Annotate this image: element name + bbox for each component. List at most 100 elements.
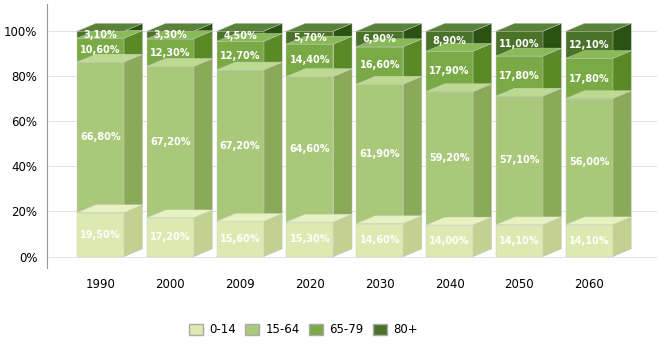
Polygon shape [217, 213, 282, 221]
Polygon shape [426, 51, 473, 92]
Polygon shape [426, 92, 473, 225]
Text: 5,70%: 5,70% [293, 33, 327, 43]
Text: 17,20%: 17,20% [150, 232, 190, 242]
Polygon shape [333, 23, 352, 44]
Polygon shape [77, 30, 143, 38]
Polygon shape [147, 31, 212, 39]
Polygon shape [403, 23, 422, 47]
Polygon shape [566, 58, 613, 99]
Polygon shape [217, 249, 282, 256]
Polygon shape [473, 43, 492, 92]
Polygon shape [217, 34, 282, 42]
Polygon shape [543, 88, 561, 225]
Polygon shape [217, 23, 282, 31]
Text: 14,40%: 14,40% [290, 55, 330, 65]
Polygon shape [566, 217, 631, 225]
Text: 61,90%: 61,90% [360, 149, 400, 159]
Text: 57,10%: 57,10% [499, 155, 539, 165]
Polygon shape [426, 43, 492, 51]
Text: 59,20%: 59,20% [429, 153, 470, 163]
Polygon shape [356, 31, 403, 47]
Polygon shape [613, 91, 631, 225]
Text: 4,50%: 4,50% [223, 31, 257, 41]
Polygon shape [496, 48, 561, 56]
Polygon shape [496, 31, 543, 56]
Polygon shape [217, 62, 282, 70]
Polygon shape [356, 47, 403, 84]
Text: 17,90%: 17,90% [429, 66, 470, 76]
Polygon shape [147, 249, 212, 256]
Polygon shape [333, 214, 352, 256]
Polygon shape [286, 44, 333, 76]
Polygon shape [264, 23, 282, 42]
Polygon shape [613, 23, 631, 58]
Polygon shape [264, 34, 282, 70]
Text: 11,00%: 11,00% [499, 39, 539, 48]
Text: 10,60%: 10,60% [80, 45, 121, 55]
Polygon shape [286, 69, 352, 76]
Polygon shape [473, 217, 492, 256]
Polygon shape [77, 212, 124, 256]
Polygon shape [194, 31, 212, 66]
Text: 3,30%: 3,30% [153, 30, 187, 40]
Polygon shape [566, 91, 631, 99]
Text: 12,30%: 12,30% [150, 47, 190, 57]
Polygon shape [286, 36, 352, 44]
Polygon shape [566, 51, 631, 58]
Polygon shape [286, 249, 352, 256]
Polygon shape [473, 23, 492, 51]
Polygon shape [566, 249, 631, 256]
Text: 12,70%: 12,70% [220, 51, 260, 61]
Polygon shape [403, 216, 422, 256]
Polygon shape [543, 48, 561, 96]
Text: 19,50%: 19,50% [80, 230, 121, 239]
Polygon shape [543, 217, 561, 256]
Text: 17,80%: 17,80% [499, 71, 539, 81]
Polygon shape [77, 31, 124, 38]
Polygon shape [496, 249, 561, 256]
Polygon shape [496, 217, 561, 225]
Polygon shape [217, 31, 264, 42]
Polygon shape [217, 70, 264, 221]
Polygon shape [403, 39, 422, 84]
Text: 66,80%: 66,80% [80, 132, 121, 142]
Text: 12,10%: 12,10% [569, 40, 609, 50]
Polygon shape [286, 222, 333, 256]
Polygon shape [124, 205, 143, 256]
Text: 17,80%: 17,80% [569, 74, 609, 83]
Polygon shape [356, 39, 422, 47]
Polygon shape [543, 23, 561, 56]
Polygon shape [286, 31, 333, 44]
Polygon shape [566, 225, 613, 256]
Text: 14,60%: 14,60% [360, 235, 400, 245]
Text: 64,60%: 64,60% [290, 144, 330, 154]
Text: 67,20%: 67,20% [220, 141, 260, 151]
Polygon shape [426, 23, 492, 31]
Polygon shape [194, 210, 212, 256]
Polygon shape [356, 216, 422, 224]
Polygon shape [147, 210, 212, 218]
Polygon shape [217, 221, 264, 256]
Polygon shape [426, 249, 492, 256]
Polygon shape [286, 76, 333, 222]
Polygon shape [426, 225, 473, 256]
Polygon shape [124, 54, 143, 212]
Text: 14,10%: 14,10% [569, 236, 609, 246]
Polygon shape [403, 76, 422, 224]
Polygon shape [426, 84, 492, 92]
Polygon shape [613, 217, 631, 256]
Polygon shape [147, 58, 212, 66]
Polygon shape [77, 205, 143, 212]
Polygon shape [264, 213, 282, 256]
Polygon shape [124, 23, 143, 38]
Polygon shape [77, 54, 143, 62]
Text: 8,90%: 8,90% [432, 36, 467, 46]
Polygon shape [426, 31, 473, 51]
Polygon shape [356, 249, 422, 256]
Polygon shape [496, 96, 543, 225]
Polygon shape [264, 62, 282, 221]
Polygon shape [147, 66, 194, 218]
Polygon shape [147, 31, 194, 39]
Polygon shape [286, 23, 352, 31]
Polygon shape [194, 58, 212, 218]
